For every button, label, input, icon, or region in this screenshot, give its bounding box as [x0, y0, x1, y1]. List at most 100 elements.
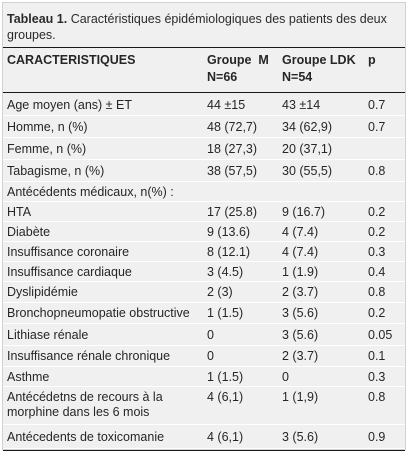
- row-p-value: 0.4: [368, 264, 386, 279]
- row-p-value: 0.2: [368, 204, 386, 219]
- header-characteristics: CARACTERISTIQUES: [7, 53, 136, 67]
- row-p-value: 0.2: [368, 306, 386, 320]
- row-value-group-ldk: 3 (5.6): [282, 429, 319, 444]
- row-label-text: HTA: [7, 204, 32, 219]
- row-label: Antécedents de toxicomanie: [7, 430, 164, 445]
- table-row: Insuffisance coronaire 8 (12.1) 4 (7.4) 0.3: [3, 242, 405, 262]
- row-label: Diabète: [7, 225, 50, 240]
- table-row: Diabète 9 (13.6) 4 (7.4) 0.2: [3, 222, 405, 242]
- table-row: Insuffisance rénale chronique 0 2 (3.7) 0.1: [3, 346, 405, 367]
- row-label-text: Insuffisance cardiaque: [7, 264, 132, 279]
- row-value-group-m: 9 (13.6): [207, 224, 251, 239]
- row-value-group-ldk: 2 (3.7): [282, 349, 319, 363]
- row-value-group-ldk: 9 (16.7): [282, 204, 326, 219]
- table-row: Asthme 1 (1.5) 0 0.3: [3, 367, 405, 387]
- row-label: Asthme: [7, 370, 49, 385]
- row-label: Antécédetns de recours à la morphine dans…: [7, 390, 163, 420]
- row-value-group-ldk: 0: [282, 369, 289, 384]
- row-label: Homme, n (%): [7, 120, 88, 135]
- row-p-value: 0.3: [368, 369, 386, 384]
- table-row: Antécedents de toxicomanie 4 (6,1) 3 (5.6)…: [3, 425, 405, 449]
- row-p-value: 0.8: [368, 163, 386, 178]
- row-label-text: Tabagisme, n (%): [7, 163, 105, 178]
- row-value-group-ldk: 30 (55,5): [282, 163, 333, 178]
- table-row: Antécédetns de recours à la morphine dans…: [3, 387, 405, 425]
- row-value-group-m: 1 (1.5): [207, 306, 244, 320]
- row-p-value: 0.2: [368, 224, 386, 239]
- row-label: Bronchopneumopatie obstructive: [7, 306, 190, 321]
- row-value-group-m: 48 (72,7): [207, 119, 258, 134]
- table-container: Tableau 1. Caractéristiques épidémiologi…: [2, 2, 406, 451]
- row-value-group-m: 17 (25.8): [207, 204, 258, 219]
- row-label-text: Diabète: [7, 224, 51, 239]
- row-label-text: Asthme: [7, 369, 50, 384]
- caption-label: Tableau 1.: [7, 12, 68, 26]
- header-group-m: Groupe M N=66: [207, 52, 269, 86]
- row-value-group-m: 8 (12.1): [207, 244, 251, 259]
- row-value-group-m: 44 ±15: [207, 97, 246, 112]
- row-label-text: Antécédetns de recours à la: [7, 390, 163, 404]
- row-label: HTA: [7, 205, 31, 220]
- table-row: Antécédents médicaux, n(%) :: [3, 182, 405, 202]
- row-p-value: 0.8: [368, 390, 386, 404]
- row-label: Insuffisance coronaire: [7, 245, 129, 260]
- table-row: Age moyen (ans) ± ET 44 ±15 43 ±14 0.7: [3, 94, 405, 116]
- table-row: Femme, n (%) 18 (27,3) 20 (37,1): [3, 138, 405, 160]
- row-value-group-m: 0: [207, 349, 214, 363]
- header-group-ldk: Groupe LDK N=54: [282, 52, 356, 86]
- row-value-group-ldk: 34 (62,9): [282, 119, 333, 134]
- table-row: Tabagisme, n (%) 38 (57,5) 30 (55,5) 0.8: [3, 160, 405, 182]
- row-p-value: 0.8: [368, 285, 386, 299]
- row-value-group-ldk: 1 (1,9): [282, 390, 319, 404]
- table-caption: Tableau 1. Caractéristiques épidémiologi…: [7, 11, 405, 43]
- header-group-m-name: Groupe M: [207, 53, 269, 67]
- row-label-text: Antécedents de toxicomanie: [7, 429, 165, 444]
- row-value-group-m: 1 (1.5): [207, 369, 244, 384]
- row-p-value: 0.7: [368, 119, 386, 134]
- header-group-ldk-name: Groupe LDK: [282, 53, 356, 67]
- table-row: HTA 17 (25.8) 9 (16.7) 0.2: [3, 202, 405, 222]
- row-value-group-ldk: 4 (7.4): [282, 224, 319, 239]
- row-label: Tabagisme, n (%): [7, 164, 104, 179]
- row-value-group-m: 4 (6,1): [207, 390, 244, 404]
- row-label-text: Lithiase rénale: [7, 327, 89, 342]
- row-label: Insuffisance cardiaque: [7, 265, 132, 280]
- row-label: Femme, n (%): [7, 142, 86, 157]
- table-row: Dyslipidémie 2 (3) 2 (3.7) 0.8: [3, 282, 405, 303]
- row-value-group-ldk: 3 (5.6): [282, 327, 319, 342]
- row-value-group-m: 0: [207, 327, 214, 342]
- table-bottom-rule: [3, 450, 405, 451]
- header-p-value: p: [368, 53, 376, 67]
- row-value-group-m: 4 (6,1): [207, 429, 244, 444]
- header-group-m-n: N=66: [207, 70, 238, 84]
- row-value-group-m: 2 (3): [207, 285, 233, 299]
- row-label-text: Insuffisance coronaire: [7, 244, 130, 259]
- row-value-group-ldk: 1 (1.9): [282, 264, 319, 279]
- row-label: Antécédents médicaux, n(%) :: [7, 185, 174, 200]
- row-label-text: Insuffisance rénale chronique: [7, 349, 171, 363]
- row-label: Insuffisance rénale chronique: [7, 349, 170, 364]
- row-value-group-ldk: 3 (5.6): [282, 306, 319, 320]
- row-label: Dyslipidémie: [7, 285, 78, 300]
- row-value-group-m: 3 (4.5): [207, 264, 244, 279]
- row-label-text: Homme, n (%): [7, 119, 88, 134]
- table-row: Bronchopneumopatie obstructive 1 (1.5) 3 (…: [3, 303, 405, 324]
- header-group-ldk-n: N=54: [282, 70, 313, 84]
- row-p-value: 0.1: [368, 349, 386, 363]
- row-p-value: 0.05: [368, 327, 393, 342]
- row-label-text: Bronchopneumopatie obstructive: [7, 306, 190, 320]
- row-label-text: Dyslipidémie: [7, 285, 78, 299]
- row-label: Lithiase rénale: [7, 328, 88, 343]
- table-row: Insuffisance cardiaque 3 (4.5) 1 (1.9) 0.4: [3, 262, 405, 282]
- row-label-text: Age moyen (ans) ± ET: [7, 97, 132, 112]
- table-row: Homme, n (%) 48 (72,7) 34 (62,9) 0.7: [3, 116, 405, 138]
- row-value-group-ldk: 2 (3.7): [282, 285, 319, 299]
- row-p-value: 0.9: [368, 429, 386, 444]
- table-header: CARACTERISTIQUES Groupe M N=66 Groupe LD…: [3, 47, 405, 93]
- row-label-text: Antécédents médicaux, n(%) :: [7, 184, 174, 199]
- caption-text: Caractéristiques épidémiologiques des pa…: [7, 12, 387, 42]
- row-label-text: Femme, n (%): [7, 141, 87, 156]
- row-value-group-ldk: 4 (7.4): [282, 244, 319, 259]
- row-p-value: 0.3: [368, 244, 386, 259]
- row-label: Age moyen (ans) ± ET: [7, 98, 132, 113]
